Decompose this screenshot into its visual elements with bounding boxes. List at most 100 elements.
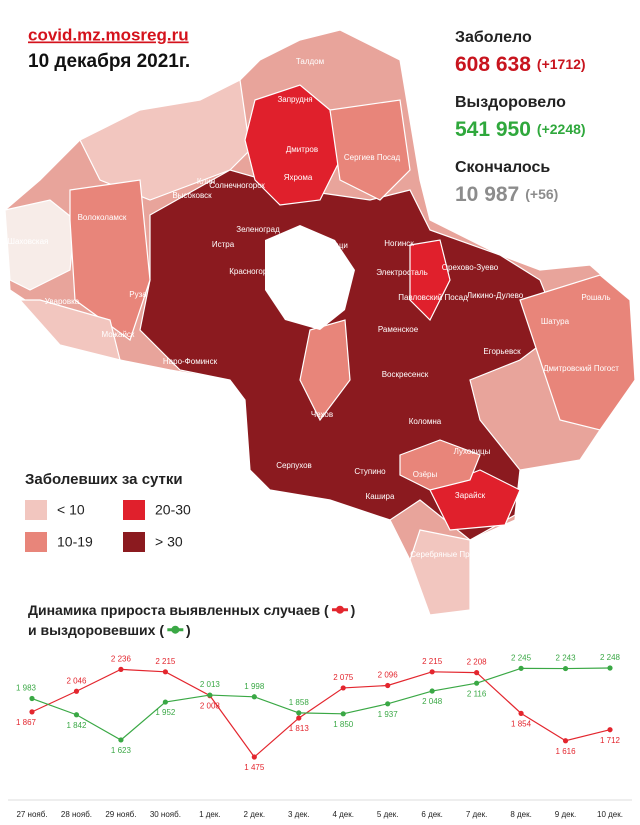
value-label: 1 854	[511, 719, 532, 728]
x-tick-label: 6 дек.	[421, 810, 443, 819]
value-label: 1 850	[333, 720, 354, 729]
point	[562, 665, 569, 672]
point	[385, 701, 391, 707]
map-label: Орехово-Зуево	[442, 263, 499, 272]
point	[296, 710, 302, 716]
stat-value: 541 950 (+2248)	[455, 118, 586, 141]
stat-number: 541 950	[455, 118, 531, 141]
legend-swatch	[123, 532, 145, 552]
value-label: 1 813	[289, 724, 310, 733]
map-label: Можайск	[102, 330, 135, 339]
point	[251, 694, 257, 700]
map-label: Клин	[197, 177, 215, 186]
region	[244, 84, 341, 206]
chart-title-part: )	[186, 622, 191, 638]
map-label: Красногорск	[229, 267, 275, 276]
value-label: 1 616	[556, 747, 577, 756]
value-label: 1 623	[111, 746, 132, 755]
moscow	[265, 225, 355, 330]
value-label: 2 248	[600, 653, 621, 662]
x-tick-label: 28 нояб.	[61, 810, 92, 819]
map-label: Высоковск	[172, 191, 212, 200]
value-label: 2 215	[155, 657, 176, 666]
point	[518, 710, 524, 716]
site: covid.mz.mosreg.ru	[28, 25, 189, 44]
legend-label: > 30	[155, 534, 183, 550]
point	[562, 738, 569, 744]
point	[118, 737, 124, 743]
map-label: Талдом	[296, 57, 324, 66]
map-label: Зеленоград	[236, 225, 280, 234]
map-label: Зарайск	[455, 491, 486, 500]
value-label: 1 952	[155, 708, 176, 717]
point	[29, 709, 35, 715]
map-label: Коломна	[409, 417, 442, 426]
value-label: 1 937	[378, 710, 399, 719]
chart-title-part: Динамика прироста выявленных случаев (	[28, 602, 329, 618]
stat-label: Скончалось	[455, 159, 550, 176]
chart-title: и выздоровевших ()	[28, 622, 191, 638]
stat-delta: (+56)	[525, 186, 558, 202]
legend-swatch	[123, 500, 145, 520]
legend-label: < 10	[57, 502, 85, 518]
region	[409, 239, 451, 322]
stat-label: Выздоровело	[455, 94, 566, 111]
map-label: Мытищи	[316, 241, 348, 250]
legend-swatch	[25, 500, 47, 520]
region	[409, 529, 471, 616]
point	[474, 680, 480, 686]
x-tick-label: 7 дек.	[466, 810, 488, 819]
map-label: Воскресенск	[382, 370, 429, 379]
stat-value: 10 987 (+56)	[455, 183, 558, 206]
map-label: Солнечногорск	[209, 181, 265, 190]
series-line	[31, 668, 611, 758]
map-label: Ногинск	[384, 239, 414, 248]
legend: Заболевших за сутки < 10 20-30 10-19 > 30	[25, 471, 191, 552]
date: 10 декабря 2021г.	[28, 51, 190, 72]
point	[73, 688, 80, 694]
chart-title-part: и выздоровевших (	[28, 622, 164, 638]
value-label: 2 208	[467, 658, 488, 667]
map-label: Электросталь	[376, 268, 428, 277]
x-tick-label: 1 дек.	[199, 810, 221, 819]
map-label: Яхрома	[284, 173, 313, 182]
point	[118, 666, 124, 672]
stat-number: 10 987	[455, 183, 519, 206]
region	[69, 179, 151, 341]
point	[340, 685, 346, 691]
series-icon	[335, 605, 344, 614]
x-tick-label: 2 дек.	[244, 810, 266, 819]
map-label: Луховицы	[454, 447, 491, 456]
point	[607, 665, 613, 671]
value-label: 2 243	[556, 654, 577, 663]
point	[162, 669, 168, 675]
legend-label: 20-30	[155, 502, 191, 518]
map-label: Истра	[212, 240, 235, 249]
stats: Заболело 608 638 (+1712) Выздоровело 541 950…	[455, 29, 586, 205]
x-tick-label: 3 дек.	[288, 810, 310, 819]
series-line	[31, 667, 611, 741]
point	[162, 699, 168, 705]
map-label: Шатура	[541, 317, 570, 326]
value-label: 2 096	[378, 671, 399, 680]
map-labels: Талдом Запрудня Дмитров Яхрома Сергиев Посад…	[8, 57, 620, 559]
map-label: Рошаль	[581, 293, 610, 302]
region	[399, 439, 481, 491]
value-label: 2 215	[422, 657, 443, 666]
x-tick-label: 27 нояб.	[16, 810, 47, 819]
x-tick-label: 10 дек.	[597, 810, 623, 819]
value-label: 2 048	[422, 697, 443, 706]
map-label: Волоколамск	[78, 213, 127, 222]
map-label: Дмитров	[286, 145, 318, 154]
map-label: Дмитровский Погост	[543, 364, 619, 373]
point	[429, 688, 435, 694]
map-label: Ступино	[354, 467, 386, 476]
map-label: Запрудня	[277, 95, 312, 104]
map	[4, 29, 636, 616]
value-label: 1 983	[16, 684, 37, 693]
region	[299, 319, 351, 422]
map-label: Сергиев Посад	[344, 153, 401, 162]
map-label: Шаховская	[8, 237, 49, 246]
map-label: Серпухов	[276, 461, 312, 470]
